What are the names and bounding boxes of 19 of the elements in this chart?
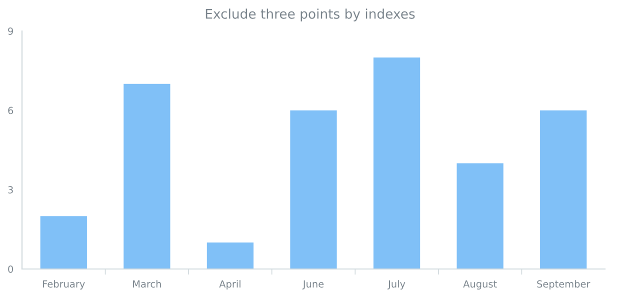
x-tick-label: March	[133, 280, 161, 288]
y-tick-label: 3	[8, 186, 13, 194]
y-tick-label: 6	[8, 106, 14, 114]
x-tick-label: February	[43, 280, 85, 290]
x-tick-label: June	[302, 280, 324, 290]
bar	[373, 57, 420, 269]
bar	[540, 110, 587, 269]
bar	[40, 216, 87, 269]
bar	[290, 110, 337, 269]
x-tick-label: July	[388, 280, 406, 290]
bar	[206, 242, 254, 269]
x-tick-label: April	[219, 280, 240, 290]
chart-title: Exclude three points by indexes	[206, 8, 415, 22]
x-tick-label: September	[537, 280, 590, 290]
y-tick-label: 9	[8, 27, 13, 35]
x-tick-label: August	[463, 280, 497, 290]
bar	[124, 84, 170, 269]
bar	[456, 163, 504, 269]
y-tick-label: 0	[8, 265, 14, 273]
